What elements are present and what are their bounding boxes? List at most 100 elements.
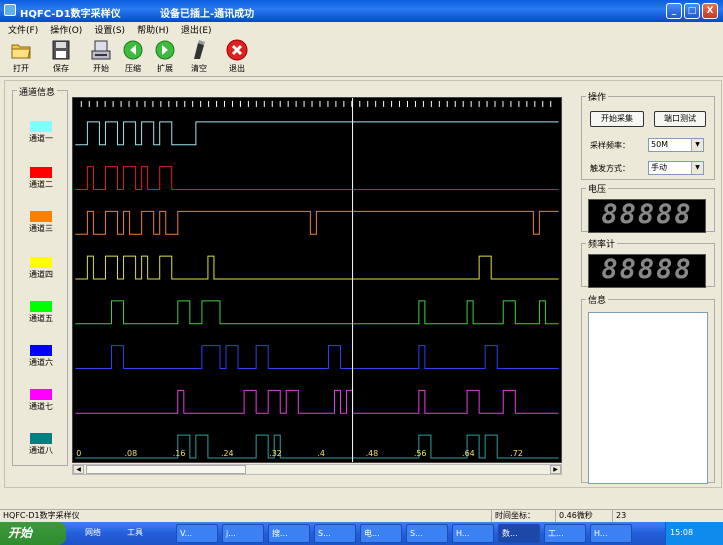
device-start-icon <box>90 39 112 61</box>
time-axis-label: .24 <box>221 449 234 458</box>
compress-button[interactable]: 压缩 <box>118 39 148 75</box>
trigger-mode-value: 手动 <box>651 163 667 172</box>
save-button[interactable]: 保存 <box>46 39 76 75</box>
trigger-mode-select[interactable]: 手动 ▼ <box>648 161 704 175</box>
info-title: 信息 <box>586 293 608 306</box>
exit-x-icon <box>226 39 248 61</box>
menu-help[interactable]: 帮助(H) <box>129 22 173 36</box>
channel-7-item[interactable]: 通道七 <box>19 389 63 412</box>
waveform-display[interactable]: 0 .08 .16 .24 .32 .4 .48 .56 .64 .72 <box>72 97 562 463</box>
time-axis-label: .56 <box>414 449 427 458</box>
compress-arrow-icon <box>122 39 144 61</box>
menu-file[interactable]: 文件(F) <box>0 22 42 36</box>
maximize-button[interactable]: □ <box>684 3 700 19</box>
taskbar-item[interactable]: H... <box>590 524 632 543</box>
channel-info-title: 通道信息 <box>17 85 57 98</box>
start-button[interactable]: 开始 <box>86 39 116 75</box>
channel-name: 通道八 <box>19 445 63 456</box>
start-menu-button[interactable]: 开始 <box>0 522 66 545</box>
start-capture-button[interactable]: 开始采集 <box>590 111 644 127</box>
frequency-display: 88888 <box>588 254 706 288</box>
channel-1-item[interactable]: 通道一 <box>19 121 63 144</box>
port-test-button[interactable]: 端口测试 <box>654 111 706 127</box>
channel-3-item[interactable]: 通道三 <box>19 211 63 234</box>
chevron-down-icon: ▼ <box>691 162 703 174</box>
time-axis-label: .32 <box>269 449 282 458</box>
toolbar: 打开 保存 开始 压缩 扩展 清空 退出 <box>0 37 723 77</box>
expand-button[interactable]: 扩展 <box>150 39 180 75</box>
open-button[interactable]: 打开 <box>6 39 36 75</box>
time-axis-label: 0 <box>76 449 81 458</box>
app-icon <box>4 4 16 16</box>
channel-name: 通道一 <box>19 133 63 144</box>
channel-color-swatch <box>30 301 52 312</box>
taskbar-item[interactable]: S... <box>314 524 356 543</box>
channel-name: 通道五 <box>19 313 63 324</box>
channel-color-swatch <box>30 389 52 400</box>
compress-label: 压缩 <box>118 63 148 74</box>
menu-exit[interactable]: 退出(E) <box>173 22 216 36</box>
horizontal-scrollbar[interactable]: ◀ ▶ <box>72 464 562 475</box>
floppy-disk-icon <box>50 39 72 61</box>
taskbar-item[interactable]: j... <box>222 524 264 543</box>
taskbar-item[interactable]: S... <box>406 524 448 543</box>
right-panel: 操作 开始采集 端口测试 采样频率： 50M ▼ 触发方式： 手动 ▼ 电压 888… <box>577 90 717 475</box>
scroll-thumb[interactable] <box>86 465 246 474</box>
taskbar-item-active[interactable]: 数... <box>498 524 540 543</box>
window-title: HQFC-D1数字采样仪 <box>20 5 121 20</box>
exit-label: 退出 <box>222 63 252 74</box>
scroll-right-button[interactable]: ▶ <box>550 465 561 474</box>
time-axis-label: .72 <box>510 449 523 458</box>
operation-group: 操作 开始采集 端口测试 采样频率： 50M ▼ 触发方式： 手动 ▼ <box>581 90 715 180</box>
quicklaunch-tools[interactable]: 工具 <box>124 524 164 543</box>
info-textbox[interactable] <box>588 312 708 484</box>
system-tray: 15:08 <box>665 522 723 545</box>
channel-4-item[interactable]: 通道四 <box>19 257 63 280</box>
minimize-button[interactable]: _ <box>666 3 682 19</box>
taskbar-item[interactable]: V... <box>176 524 218 543</box>
channel-name: 通道六 <box>19 357 63 368</box>
taskbar-item[interactable]: 电... <box>360 524 402 543</box>
sample-rate-value: 50M <box>651 140 668 149</box>
clear-button[interactable]: 清空 <box>184 39 214 75</box>
clear-label: 清空 <box>184 63 214 74</box>
channel-color-swatch <box>30 345 52 356</box>
channel-name: 通道三 <box>19 223 63 234</box>
exit-button[interactable]: 退出 <box>222 39 252 75</box>
channel-2-item[interactable]: 通道二 <box>19 167 63 190</box>
taskbar-item[interactable]: 搜... <box>268 524 310 543</box>
expand-arrow-icon <box>154 39 176 61</box>
channel-7-trace <box>75 390 558 413</box>
open-label: 打开 <box>6 63 36 74</box>
menu-bar: 文件(F) 操作(O) 设置(S) 帮助(H) 退出(E) <box>0 22 723 37</box>
frequency-group: 频率计 88888 <box>581 237 715 287</box>
menu-settings[interactable]: 设置(S) <box>86 22 129 36</box>
channel-6-item[interactable]: 通道六 <box>19 345 63 368</box>
quicklaunch-network[interactable]: 网络 <box>82 524 124 543</box>
channel-2-trace <box>75 167 558 190</box>
device-status-message: 设备已插上-通讯成功 <box>160 5 254 20</box>
start-label: 开始 <box>8 526 32 540</box>
save-label: 保存 <box>46 63 76 74</box>
taskbar-item[interactable]: H... <box>452 524 494 543</box>
taskbar-item[interactable]: 工... <box>544 524 586 543</box>
folder-open-icon <box>10 39 32 61</box>
eraser-icon <box>188 39 210 61</box>
time-axis-label: .16 <box>173 449 186 458</box>
close-button[interactable]: X <box>702 3 718 19</box>
time-axis-label: .08 <box>125 449 138 458</box>
channel-5-item[interactable]: 通道五 <box>19 301 63 324</box>
operation-title: 操作 <box>586 90 608 103</box>
title-bar: HQFC-D1数字采样仪 设备已插上-通讯成功 _ □ X <box>0 0 723 22</box>
menu-operate[interactable]: 操作(O) <box>42 22 86 36</box>
frequency-title: 频率计 <box>586 237 617 250</box>
start-label: 开始 <box>86 63 116 74</box>
sample-rate-select[interactable]: 50M ▼ <box>648 138 704 152</box>
scroll-left-button[interactable]: ◀ <box>73 465 84 474</box>
taskbar: 开始 网络 工具 V... j... 搜... S... 电... S... H… <box>0 522 723 545</box>
channel-8-item[interactable]: 通道八 <box>19 433 63 456</box>
voltage-title: 电压 <box>586 182 608 195</box>
channel-6-trace <box>75 346 558 369</box>
channel-color-swatch <box>30 257 52 268</box>
